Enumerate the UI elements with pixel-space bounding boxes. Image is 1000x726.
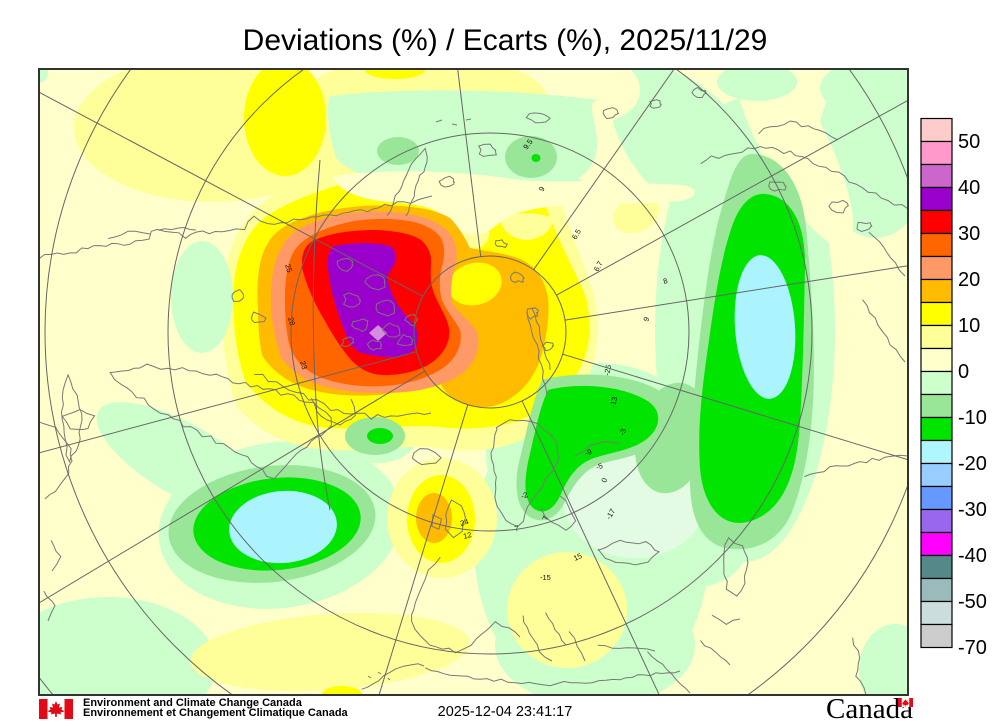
svg-text:-25: -25: [602, 364, 613, 376]
svg-text:-20: -20: [958, 453, 987, 475]
svg-text:12: 12: [462, 530, 472, 541]
svg-text:23: 23: [298, 360, 309, 371]
svg-text:-50: -50: [958, 591, 987, 613]
svg-text:0: 0: [599, 477, 609, 484]
svg-text:-13: -13: [608, 396, 619, 408]
svg-text:40: 40: [958, 177, 980, 199]
svg-text:-2: -2: [520, 490, 529, 501]
svg-text:-9: -9: [584, 447, 593, 458]
svg-text:9: 9: [537, 185, 547, 193]
svg-text:10: 10: [958, 315, 980, 337]
svg-text:7: 7: [540, 515, 550, 522]
svg-text:-30: -30: [958, 499, 987, 521]
svg-text:50: 50: [958, 131, 980, 153]
svg-text:9: 9: [641, 316, 651, 323]
svg-text:15: 15: [572, 551, 583, 563]
svg-text:8: 8: [662, 276, 668, 286]
svg-text:-40: -40: [958, 545, 987, 567]
svg-text:-7: -7: [511, 524, 520, 534]
svg-text:20: 20: [958, 269, 980, 291]
svg-text:-3: -3: [617, 427, 628, 436]
svg-text:24: 24: [459, 517, 469, 528]
svg-text:25: 25: [283, 263, 294, 274]
svg-text:-15: -15: [540, 573, 551, 582]
svg-text:30: 30: [958, 223, 980, 245]
svg-text:-5: -5: [595, 461, 604, 472]
svg-text:6.7: 6.7: [592, 259, 605, 272]
svg-text:-70: -70: [958, 637, 987, 659]
svg-text:0: 0: [958, 361, 969, 383]
svg-text:-10: -10: [958, 407, 987, 429]
